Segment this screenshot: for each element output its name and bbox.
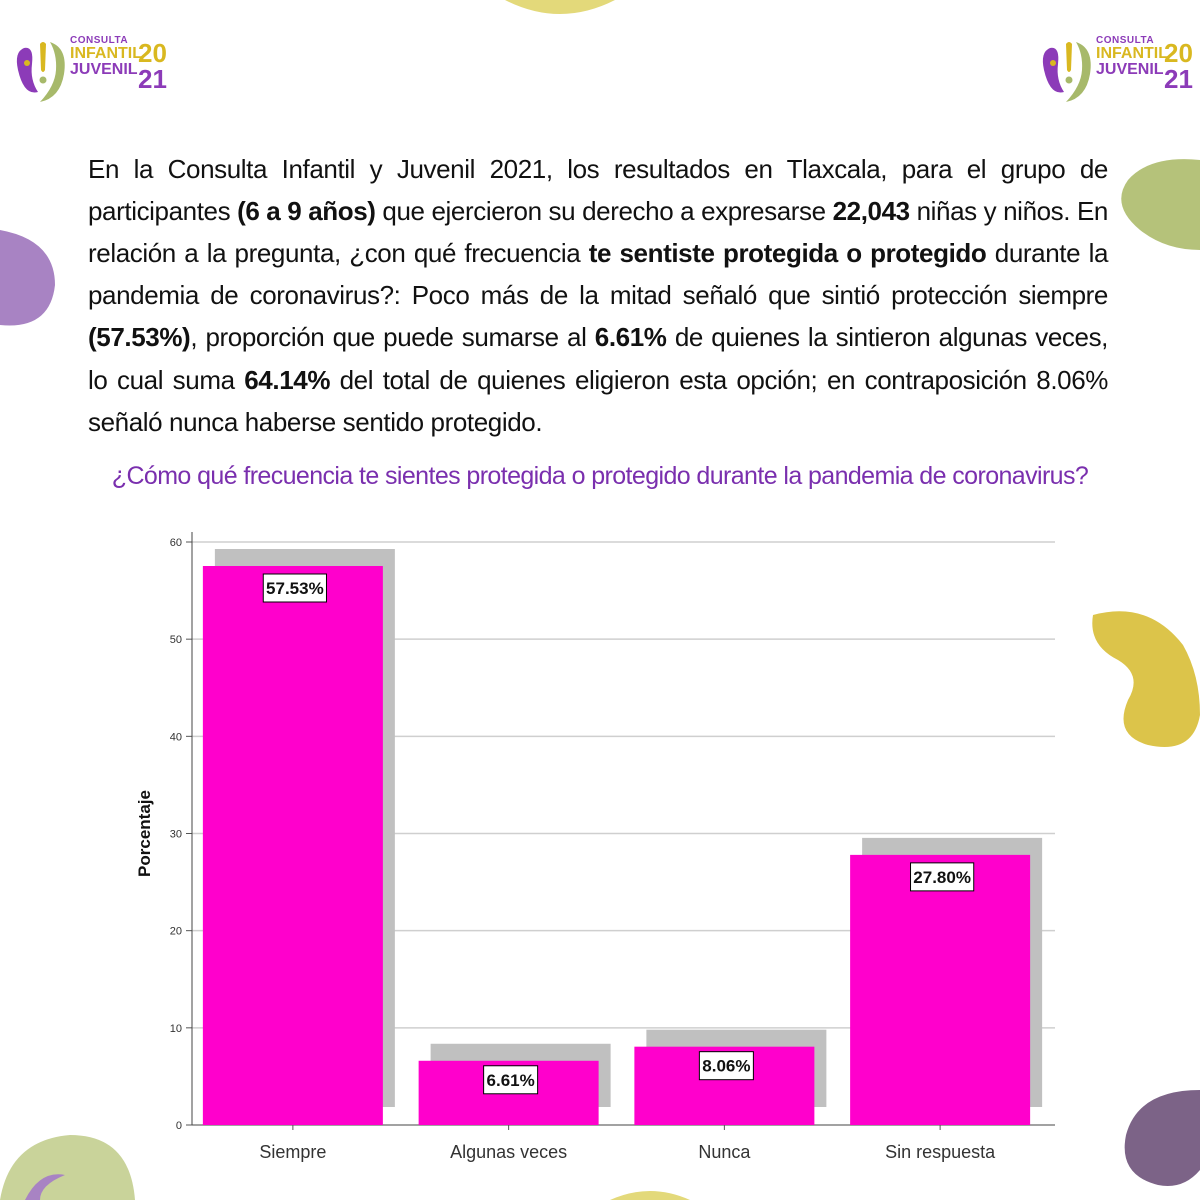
decorative-blob-bottom-left-green — [0, 1135, 135, 1200]
y-tick-label: 40 — [170, 731, 182, 743]
para-bold-siempre: (57.53%) — [88, 322, 191, 353]
para-bold-participants: 22,043 — [832, 196, 911, 227]
logo-left: CONSULTA INFANTIL JUVENIL 20 21 — [10, 30, 170, 120]
y-tick-label: 10 — [170, 1023, 182, 1035]
decorative-blob-bottom-right-purple — [1124, 1090, 1200, 1186]
decorative-blob-top — [505, 0, 615, 14]
para-bold-algunas: 6.61% — [594, 322, 667, 353]
para-text-3: niñas y niños. En relación a la pregunta… — [88, 196, 1108, 269]
para-bold-age-range: (6 a 9 años) — [237, 196, 376, 227]
para-text-7: del total de quienes eligieron esta opci… — [88, 364, 1108, 437]
data-label-box — [698, 1051, 754, 1081]
logo-line-infantil: INFANTIL — [1096, 45, 1168, 62]
logo-line-infantil: INFANTIL — [70, 45, 142, 62]
summary-paragraph: En la Consulta Infantil y Juvenil 2021, … — [88, 148, 1108, 443]
logo-year-bottom: 21 — [138, 64, 167, 94]
logo-line-juvenil: JUVENIL — [1096, 61, 1164, 78]
logo-right: CONSULTA INFANTIL JUVENIL 20 21 — [1036, 30, 1196, 120]
para-text-6: de quienes la sintieron algunas veces, l… — [88, 322, 1109, 395]
logo-year-top: 20 — [1164, 38, 1193, 68]
y-tick-label: 0 — [176, 1120, 182, 1132]
y-axis-label: Porcentaje — [135, 790, 154, 877]
logo-face-icon — [1042, 42, 1091, 102]
logo-year-bottom: 21 — [1164, 64, 1193, 94]
decorative-blob-bottom-yellow — [610, 1191, 690, 1200]
data-label: 57.53% — [266, 579, 324, 598]
y-tick-label: 60 — [170, 537, 182, 549]
para-text-4: durante la pandemia de coronavirus?: Poc… — [88, 238, 1108, 311]
para-bold-question: te sentiste protegida o protegido — [588, 238, 987, 269]
x-category-label: Sin respuesta — [885, 1142, 996, 1162]
data-label: 27.80% — [913, 868, 971, 887]
logo-line-consulta: CONSULTA — [1096, 35, 1155, 46]
para-text-5: , proporción que puede sumarse al — [190, 322, 595, 353]
x-category-label: Siempre — [259, 1142, 326, 1162]
data-label-box — [910, 862, 975, 892]
y-tick-label: 30 — [170, 829, 182, 841]
logo-face-icon — [16, 42, 65, 102]
decorative-blob-right-yellow — [1092, 611, 1200, 747]
logo-line-juvenil: JUVENIL — [70, 61, 138, 78]
x-category-label: Nunca — [698, 1142, 751, 1162]
x-category-label: Algunas veces — [450, 1142, 567, 1162]
data-label-box — [483, 1065, 539, 1095]
y-tick-label: 50 — [170, 634, 182, 646]
decorative-blob-left-purple — [0, 230, 55, 326]
bar — [850, 854, 1031, 1125]
data-label-box — [262, 573, 327, 603]
para-text-1: En la Consulta Infantil y Juvenil 2021, … — [88, 154, 1108, 227]
y-tick-label: 20 — [170, 926, 182, 938]
chart-question-title: ¿Cómo qué frecuencia te sientes protegid… — [111, 462, 1089, 490]
decorative-blob-right-green — [1121, 159, 1200, 250]
data-label: 6.61% — [487, 1071, 535, 1090]
logo-year-top: 20 — [138, 38, 167, 68]
bar — [202, 566, 383, 1125]
data-label: 8.06% — [702, 1057, 750, 1076]
para-bold-sum: 64.14% — [244, 364, 331, 395]
logo-line-consulta: CONSULTA — [70, 35, 129, 46]
para-text-2: que ejercieron su derecho a expresarse — [375, 196, 833, 227]
